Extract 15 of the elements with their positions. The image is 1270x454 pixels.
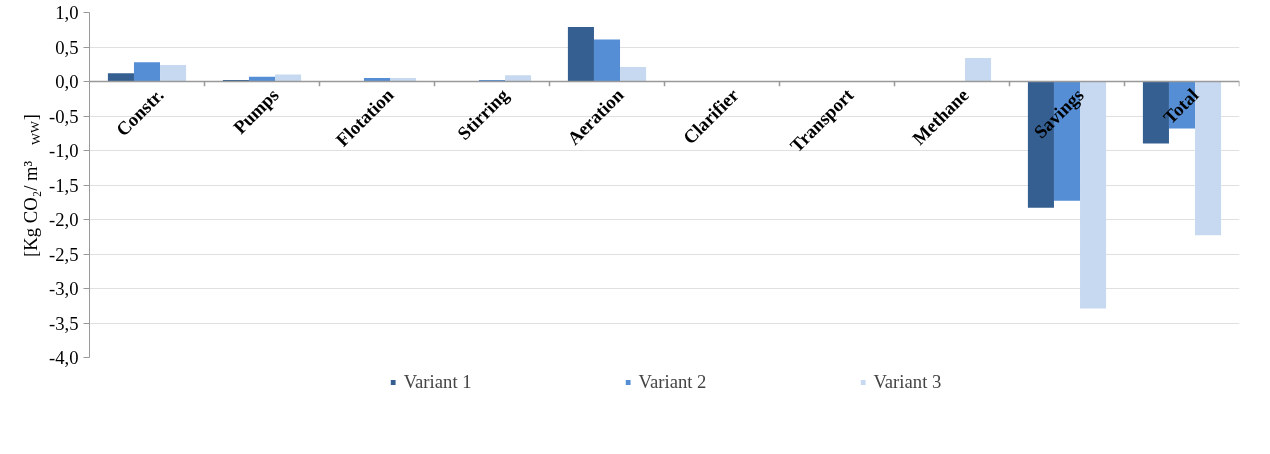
y-tick-label: -0,5 bbox=[48, 105, 79, 127]
y-tick-label: -2,5 bbox=[48, 243, 79, 265]
y-axis-title: [Kg CO₂/ m³WW] bbox=[20, 114, 43, 257]
legend-label: Variant 2 bbox=[638, 371, 707, 393]
y-tick-label: -4,0 bbox=[48, 347, 79, 368]
y-tick-label: -1,5 bbox=[48, 174, 79, 196]
legend-label: Variant 3 bbox=[873, 371, 942, 393]
y-tick-label: -3,0 bbox=[48, 278, 79, 299]
y-tick-label: 0,0 bbox=[55, 71, 79, 92]
y-tick-label: 1,0 bbox=[55, 2, 79, 23]
y-tick-label: -3,5 bbox=[48, 312, 79, 334]
y-tick-label: -1,0 bbox=[48, 140, 79, 161]
legend-label: Variant 1 bbox=[403, 371, 472, 393]
y-tick-label: 0,5 bbox=[55, 36, 79, 58]
y-tick-label: -2,0 bbox=[48, 209, 79, 230]
